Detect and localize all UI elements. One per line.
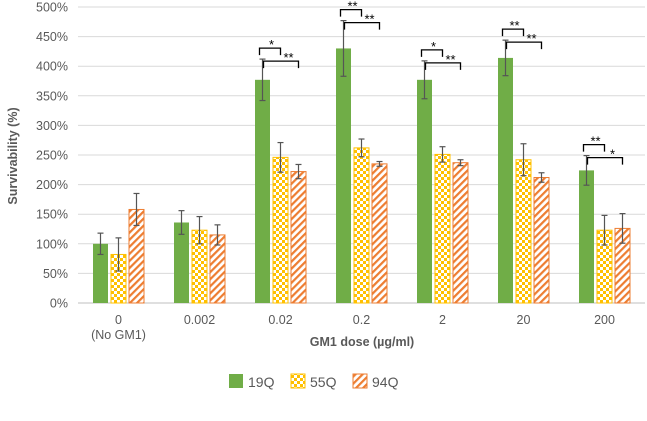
significance-label: *: [269, 37, 274, 52]
significance-label: **: [445, 52, 455, 67]
bar-55q: [272, 156, 289, 304]
y-tick-label: 250%: [36, 149, 68, 163]
bar-94q: [533, 176, 550, 304]
y-axis-label: Survivability (%): [6, 107, 20, 204]
legend-label: 55Q: [310, 374, 337, 390]
bar-19q: [417, 79, 432, 303]
significance-bracket: [582, 143, 606, 152]
significance-bracket: [343, 21, 381, 30]
x-tick-label: 0.02: [268, 313, 292, 327]
x-tick-label: 2: [439, 313, 446, 327]
bar-55q: [353, 147, 370, 304]
y-tick-label: 300%: [36, 119, 68, 133]
legend-swatch-94q: [352, 373, 368, 389]
bar-19q: [336, 48, 351, 303]
bar-55q: [515, 159, 532, 304]
significance-label: **: [526, 31, 536, 46]
y-tick-label: 350%: [36, 89, 68, 103]
x-axis-label: GM1 dose (µg/ml): [310, 335, 414, 349]
y-tick-label: 500%: [36, 1, 68, 15]
bar-19q: [498, 57, 513, 303]
significance-bracket: [420, 49, 444, 57]
x-tick-label: 20: [517, 313, 531, 327]
legend-label: 94Q: [372, 374, 399, 390]
x-tick-label: 0.002: [184, 313, 215, 327]
significance-brackets: *****************: [258, 0, 624, 165]
bar-94q: [290, 171, 307, 304]
significance-bracket: [339, 8, 363, 17]
significance-bracket: [501, 28, 525, 37]
bar-55q: [434, 153, 451, 304]
significance-bracket: [258, 47, 282, 56]
significance-bracket: [424, 62, 462, 70]
y-tick-label: 450%: [36, 30, 68, 44]
significance-label: *: [431, 39, 436, 54]
x-tick-label: 200: [594, 313, 615, 327]
y-tick-label: 200%: [36, 178, 68, 192]
legend-label: 19Q: [248, 374, 275, 390]
significance-label: **: [347, 0, 357, 14]
x-tick-label: 0: [115, 313, 122, 327]
significance-bracket: [262, 60, 300, 69]
bar-19q: [93, 243, 108, 303]
y-tick-label: 400%: [36, 60, 68, 74]
bars: [93, 48, 631, 304]
significance-label: *: [610, 147, 615, 162]
legend: 19Q 55Q 94Q: [229, 373, 399, 390]
significance-bracket: [586, 156, 624, 165]
x-tick-sublabel: (No GM1): [91, 328, 146, 342]
bar-94q: [452, 162, 469, 304]
bar-19q: [174, 222, 189, 303]
y-tick-label: 50%: [43, 267, 68, 281]
y-axis-ticks: 0% 50% 100% 150% 200% 250% 300% 350% 400% 450% 500…: [36, 1, 68, 311]
significance-bracket: [505, 41, 543, 50]
significance-label: **: [509, 18, 519, 33]
legend-swatch-55q: [290, 373, 306, 389]
legend-swatch-19q: [229, 374, 243, 388]
bar-19q: [579, 170, 594, 303]
x-tick-label: 0.2: [353, 313, 370, 327]
significance-label: **: [283, 50, 293, 65]
bar-94q: [371, 163, 388, 304]
significance-label: **: [590, 134, 600, 149]
y-tick-label: 0%: [50, 297, 68, 311]
y-tick-label: 150%: [36, 208, 68, 222]
y-tick-label: 100%: [36, 237, 68, 251]
significance-label: **: [364, 12, 374, 27]
x-axis-ticks: 0(No GM1) 0.002 0.02 0.2 2 20 200: [91, 313, 615, 342]
error-bars: [97, 20, 626, 272]
bar-19q: [255, 79, 270, 303]
